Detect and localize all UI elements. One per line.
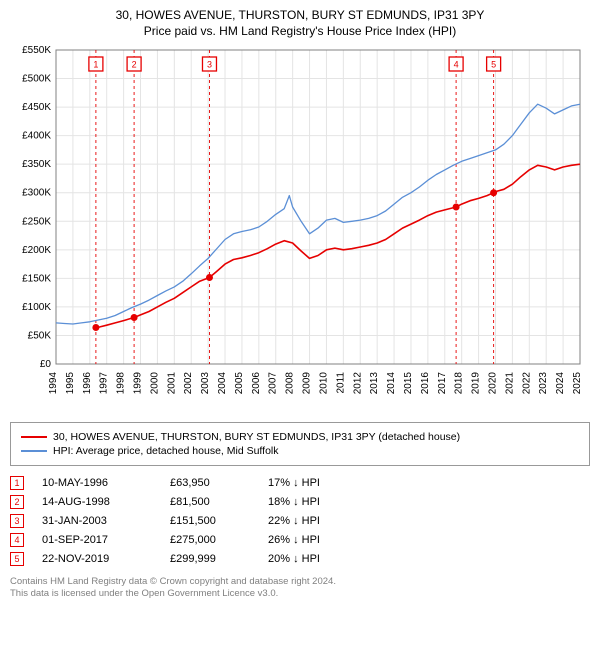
svg-text:3: 3 xyxy=(207,60,212,70)
transaction-marker: 5 xyxy=(10,552,24,566)
transaction-price: £299,999 xyxy=(170,553,250,565)
transaction-marker: 2 xyxy=(10,495,24,509)
svg-text:2009: 2009 xyxy=(302,372,313,395)
svg-text:1996: 1996 xyxy=(82,372,93,395)
transaction-pct: 26% ↓ HPI xyxy=(268,534,358,546)
transaction-date: 14-AUG-1998 xyxy=(42,496,152,508)
legend-swatch xyxy=(21,450,47,452)
transaction-date: 10-MAY-1996 xyxy=(42,477,152,489)
svg-text:2011: 2011 xyxy=(335,372,346,394)
svg-text:2020: 2020 xyxy=(487,372,498,395)
transaction-pct: 17% ↓ HPI xyxy=(268,477,358,489)
svg-text:£100K: £100K xyxy=(22,302,51,313)
transactions-table: 1 10-MAY-1996 £63,950 17% ↓ HPI 2 14-AUG-1998… xyxy=(10,476,590,566)
legend-label: HPI: Average price, detached house, Mid … xyxy=(53,445,279,457)
svg-text:2023: 2023 xyxy=(538,372,549,395)
price-chart: £0 £50K £100K £150K £200K £250K £300K £350K £400… xyxy=(10,44,590,414)
transaction-price: £81,500 xyxy=(170,496,250,508)
svg-text:2014: 2014 xyxy=(386,372,397,395)
chart-title: 30, HOWES AVENUE, THURSTON, BURY ST EDMU… xyxy=(10,8,590,22)
transaction-row: 1 10-MAY-1996 £63,950 17% ↓ HPI xyxy=(10,476,590,490)
svg-text:1998: 1998 xyxy=(116,372,127,395)
svg-text:2008: 2008 xyxy=(285,372,296,395)
svg-text:2001: 2001 xyxy=(166,372,177,395)
svg-text:1995: 1995 xyxy=(65,372,76,395)
svg-text:2012: 2012 xyxy=(352,372,363,395)
svg-text:2005: 2005 xyxy=(234,372,245,395)
svg-text:2022: 2022 xyxy=(521,372,532,395)
legend-label: 30, HOWES AVENUE, THURSTON, BURY ST EDMU… xyxy=(53,431,460,443)
svg-text:2018: 2018 xyxy=(454,372,465,395)
transaction-marker: 1 xyxy=(10,476,24,490)
svg-text:2021: 2021 xyxy=(504,372,515,395)
svg-text:1997: 1997 xyxy=(99,372,110,395)
svg-text:2013: 2013 xyxy=(369,372,380,395)
svg-text:5: 5 xyxy=(491,60,496,70)
chart-titles: 30, HOWES AVENUE, THURSTON, BURY ST EDMU… xyxy=(10,8,590,38)
svg-text:2024: 2024 xyxy=(555,372,566,395)
svg-text:1994: 1994 xyxy=(48,372,59,395)
legend-swatch xyxy=(21,436,47,438)
svg-text:2002: 2002 xyxy=(183,372,194,395)
legend-item: 30, HOWES AVENUE, THURSTON, BURY ST EDMU… xyxy=(21,431,579,443)
svg-text:£300K: £300K xyxy=(22,188,51,199)
transaction-date: 31-JAN-2003 xyxy=(42,515,152,527)
transaction-row: 3 31-JAN-2003 £151,500 22% ↓ HPI xyxy=(10,514,590,528)
svg-text:4: 4 xyxy=(454,60,459,70)
transaction-date: 22-NOV-2019 xyxy=(42,553,152,565)
svg-text:£400K: £400K xyxy=(22,131,51,142)
transaction-price: £275,000 xyxy=(170,534,250,546)
transaction-marker: 3 xyxy=(10,514,24,528)
svg-text:2019: 2019 xyxy=(471,372,482,395)
svg-text:£350K: £350K xyxy=(22,159,51,170)
svg-text:2010: 2010 xyxy=(318,372,329,395)
transaction-pct: 22% ↓ HPI xyxy=(268,515,358,527)
svg-text:2017: 2017 xyxy=(437,372,448,395)
attribution: Contains HM Land Registry data © Crown c… xyxy=(10,576,590,601)
svg-text:£250K: £250K xyxy=(22,216,51,227)
transaction-price: £151,500 xyxy=(170,515,250,527)
transaction-row: 4 01-SEP-2017 £275,000 26% ↓ HPI xyxy=(10,533,590,547)
chart-svg: £0 £50K £100K £150K £200K £250K £300K £350K £400… xyxy=(10,44,590,414)
svg-text:1: 1 xyxy=(93,60,98,70)
transaction-row: 2 14-AUG-1998 £81,500 18% ↓ HPI xyxy=(10,495,590,509)
svg-text:1999: 1999 xyxy=(133,372,144,395)
svg-text:£450K: £450K xyxy=(22,102,51,113)
svg-text:2016: 2016 xyxy=(420,372,431,395)
svg-text:2007: 2007 xyxy=(268,372,279,395)
legend: 30, HOWES AVENUE, THURSTON, BURY ST EDMU… xyxy=(10,422,590,466)
svg-text:£200K: £200K xyxy=(22,245,51,256)
svg-text:2: 2 xyxy=(132,60,137,70)
svg-text:£50K: £50K xyxy=(28,330,52,341)
attribution-line: This data is licensed under the Open Gov… xyxy=(10,588,590,600)
svg-text:2015: 2015 xyxy=(403,372,414,395)
svg-text:£150K: £150K xyxy=(22,273,51,284)
chart-subtitle: Price paid vs. HM Land Registry's House … xyxy=(10,24,590,38)
legend-item: HPI: Average price, detached house, Mid … xyxy=(21,445,579,457)
svg-text:2006: 2006 xyxy=(251,372,262,395)
transaction-pct: 18% ↓ HPI xyxy=(268,496,358,508)
svg-text:2003: 2003 xyxy=(200,372,211,395)
svg-text:2025: 2025 xyxy=(572,372,583,395)
svg-text:2000: 2000 xyxy=(149,372,160,395)
svg-text:£0: £0 xyxy=(40,359,52,370)
transaction-marker: 4 xyxy=(10,533,24,547)
transaction-pct: 20% ↓ HPI xyxy=(268,553,358,565)
transaction-row: 5 22-NOV-2019 £299,999 20% ↓ HPI xyxy=(10,552,590,566)
transaction-date: 01-SEP-2017 xyxy=(42,534,152,546)
attribution-line: Contains HM Land Registry data © Crown c… xyxy=(10,576,590,588)
transaction-price: £63,950 xyxy=(170,477,250,489)
svg-text:£550K: £550K xyxy=(22,45,51,56)
svg-text:£500K: £500K xyxy=(22,74,51,85)
svg-text:2004: 2004 xyxy=(217,372,228,395)
